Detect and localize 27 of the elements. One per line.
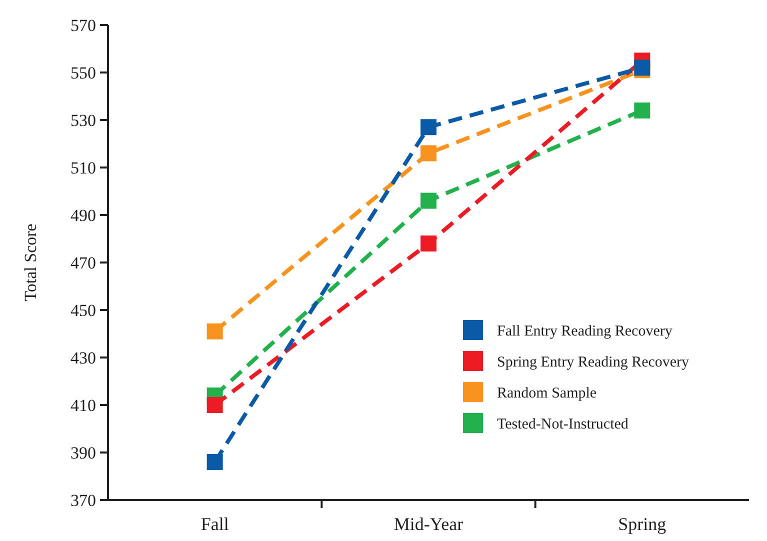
- x-tick-label: Spring: [618, 514, 666, 534]
- legend-label: Spring Entry Reading Recovery: [497, 354, 690, 370]
- y-tick-label: 490: [70, 206, 96, 225]
- y-tick-label: 570: [70, 16, 96, 35]
- x-tick-label: Mid-Year: [394, 514, 464, 534]
- y-tick-label: 550: [70, 63, 96, 82]
- y-tick-label: 470: [70, 253, 96, 272]
- y-tick-label: 510: [70, 158, 96, 178]
- point: [420, 192, 436, 209]
- y-tick-label: 370: [70, 490, 96, 510]
- legend-label: Random Sample: [497, 385, 597, 402]
- point: [420, 145, 436, 162]
- point: [634, 102, 650, 118]
- y-tick-label: 390: [70, 443, 96, 462]
- point: [420, 236, 436, 252]
- legend-label: Fall Entry Reading Recovery: [497, 323, 673, 340]
- y-tick-label: 410: [70, 396, 96, 415]
- y-tick-label: 450: [70, 300, 96, 320]
- y-axis-title: Total Score: [21, 224, 40, 302]
- point: [206, 454, 223, 470]
- point: [206, 323, 223, 340]
- x-tick-label: Fall: [200, 514, 229, 534]
- point: [206, 397, 223, 413]
- y-tick-label: 530: [70, 110, 96, 130]
- legend-label: Tested-Not-Instructed: [497, 416, 629, 432]
- y-tick-label: 430: [70, 348, 96, 368]
- point: [420, 119, 436, 136]
